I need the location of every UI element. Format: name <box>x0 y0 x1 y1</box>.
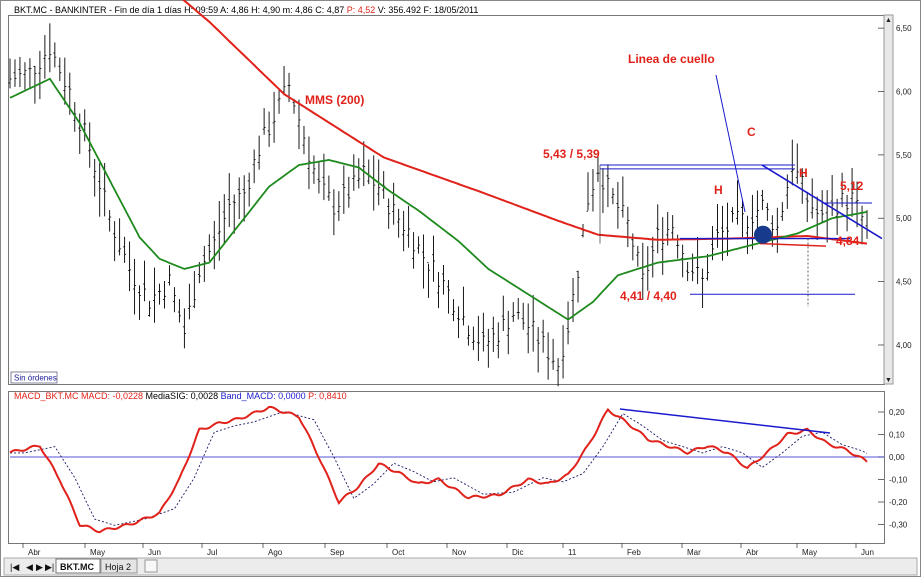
bottom-tab-bar <box>3 557 918 576</box>
chart-header: BKT.MC - BANKINTER - Fin de día 1 días H… <box>14 5 478 15</box>
y-tick-label: 5,50 <box>896 151 912 160</box>
macd-line <box>9 405 868 534</box>
neckline-pointer <box>715 74 746 213</box>
header-stat: A: 4,86 <box>218 5 249 15</box>
header-stat: H: 4,90 <box>249 5 281 15</box>
x-tick-label: Abr <box>746 548 759 557</box>
macd-y-tick-label: 0,10 <box>889 431 905 440</box>
macd-header: MACD_BKT.MC MACD: -0,0228 MediaSIG: 0,00… <box>14 391 347 401</box>
orders-label[interactable]: Sin órdenes <box>14 374 57 383</box>
x-tick-label: 11 <box>568 548 577 557</box>
instrument-label: BKT.MC - BANKINTER - Fin de día 1 días <box>14 5 182 15</box>
tab-sheet-label[interactable]: Hoja 2 <box>105 562 131 572</box>
time-x-axis: Abr May Jun Jul Ago Sep Oct Nov Dic 11 Feb Mar Abr Ma… <box>22 543 874 557</box>
horizontal-scrollbar-button[interactable] <box>144 559 158 573</box>
header-stat: H: 09:59 <box>184 5 218 15</box>
macd-header-item: MediaSIG: 0,0028 <box>143 391 218 401</box>
annotation-label: C <box>747 125 756 139</box>
macd-divergence-trendline <box>619 408 831 434</box>
macd-y-tick-label: 0,20 <box>889 408 905 417</box>
price-bars <box>8 23 869 387</box>
right-scrollbar[interactable] <box>883 14 894 385</box>
x-tick-label: Jun <box>861 548 874 557</box>
descending-trendline <box>761 164 883 240</box>
annotation-label: 5,43 / 5,39 <box>543 147 600 161</box>
y-tick-label: 6,00 <box>896 88 912 97</box>
tab-symbol-label[interactable]: BKT.MC <box>60 562 94 572</box>
scroll-up-arrow-icon[interactable]: ▲ <box>885 17 892 24</box>
annotation-label: 4,41 / 4,40 <box>620 289 677 303</box>
macd-header-item: MACD: -0,0228 <box>79 391 144 401</box>
x-tick-label: Nov <box>452 548 466 557</box>
technical-annotations: Linea de cuello MMS (200) C H H 5,43 / 5,39 4,… <box>305 52 883 307</box>
y-tick-label: 6,50 <box>896 24 912 33</box>
header-stat: m: 4,86 <box>280 5 313 15</box>
macd-header-item: P: 0,8410 <box>306 391 347 401</box>
macd-panel <box>8 391 885 544</box>
annotation-label: Linea de cuello <box>628 52 715 66</box>
x-tick-label: Feb <box>627 548 641 557</box>
breakdown-arrow <box>759 242 827 247</box>
macd-y-tick-label: -0,30 <box>889 521 908 530</box>
x-tick-label: Jul <box>207 548 217 557</box>
x-tick-label: May <box>90 548 105 557</box>
tab-sheet[interactable] <box>100 558 138 574</box>
annotation-label: 4,84 <box>836 234 860 248</box>
header-stats: H: 09:59 A: 4,86 H: 4,90 m: 4,86 C: 4,87… <box>184 5 478 15</box>
tab-symbol[interactable] <box>55 558 101 574</box>
tab-last-icon[interactable]: ▶| <box>45 562 54 572</box>
macd-header-item: Band_MACD: 0,0000 <box>218 391 306 401</box>
macd-y-tick-label: -0,10 <box>889 476 908 485</box>
x-tick-label: Dic <box>512 548 524 557</box>
short-moving-average-line <box>9 77 868 321</box>
macd-y-tick-label: -0,20 <box>889 498 908 507</box>
macd-y-tick-label: 0,00 <box>889 453 905 462</box>
x-tick-label: Jun <box>148 548 161 557</box>
annotation-label: H <box>714 183 723 197</box>
x-tick-label: Sep <box>330 548 345 557</box>
annotation-label: 5,12 <box>840 179 864 193</box>
header-stat: F: 18/05/2011 <box>421 5 478 15</box>
y-tick-label: 4,00 <box>896 341 912 350</box>
macd-y-axis: -0,30 -0,20 -0,10 0,00 0,10 0,20 <box>878 408 908 530</box>
x-tick-label: Abr <box>28 548 41 557</box>
y-tick-label: 4,50 <box>896 278 912 287</box>
annotation-label: MMS (200) <box>305 93 364 107</box>
annotation-label: H <box>799 166 808 180</box>
header-stat: C: 4,87 <box>313 5 345 15</box>
header-stat: P: 4,52 <box>344 5 375 15</box>
x-tick-label: Ago <box>268 548 283 557</box>
x-tick-label: Oct <box>392 548 405 557</box>
macd-header-item: MACD_BKT.MC <box>14 391 79 401</box>
tab-first-icon[interactable]: |◀ <box>10 562 19 572</box>
x-tick-label: May <box>802 548 817 557</box>
scroll-down-arrow-icon[interactable]: ▼ <box>885 377 892 384</box>
y-tick-label: 5,00 <box>896 214 912 223</box>
header-stat: V: 356.492 <box>375 5 421 15</box>
tab-next-icon[interactable]: ▶ <box>36 562 43 572</box>
x-tick-label: Mar <box>687 548 701 557</box>
price-panel <box>8 15 885 385</box>
orders-label-box[interactable] <box>10 371 58 384</box>
tab-prev-icon[interactable]: ◀ <box>26 562 33 572</box>
breakout-point <box>754 225 772 244</box>
price-y-axis: 4,00 4,50 5,00 5,50 6,00 6,50 <box>878 24 912 350</box>
